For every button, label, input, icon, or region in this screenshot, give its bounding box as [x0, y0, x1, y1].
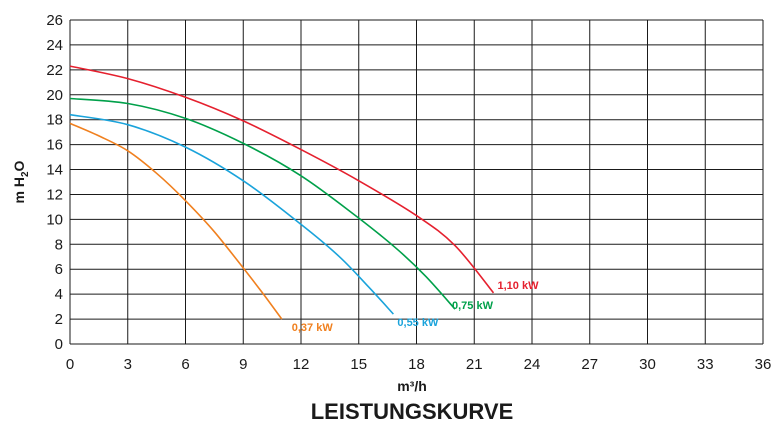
- x-tick-label: 15: [350, 356, 367, 373]
- y-axis-title-subscript: 2: [20, 171, 31, 177]
- series-line-4: [69, 122, 283, 320]
- x-tick-label: 30: [639, 356, 656, 373]
- y-tick-label: 4: [55, 286, 63, 303]
- x-tick-label: 9: [239, 356, 247, 373]
- series-label-3: 0,55 kW: [397, 317, 439, 329]
- series-label-2: 0,75 kW: [452, 300, 494, 312]
- y-axis-title: m H2O: [11, 160, 31, 203]
- y-tick-label: 18: [46, 112, 63, 129]
- x-tick-label: 0: [66, 356, 74, 373]
- x-tick-label: 12: [293, 356, 310, 373]
- x-tick-label: 33: [697, 356, 714, 373]
- tick-labels: 0 3 6 9 12 15 18 21 24 27 30 33 36024681012141618202…: [46, 12, 771, 373]
- series-line-3: [69, 113, 394, 315]
- x-tick-label: 24: [524, 356, 541, 373]
- x-tick-label: 36: [755, 356, 772, 373]
- x-tick-label: 3: [124, 356, 132, 373]
- series-line-1: [69, 65, 495, 294]
- x-tick-label: 27: [581, 356, 598, 373]
- y-tick-label: 22: [46, 62, 63, 79]
- y-tick-label: 26: [46, 12, 63, 29]
- series-label-1: 1,10 kW: [498, 280, 540, 292]
- x-tick-label: 6: [181, 356, 189, 373]
- y-tick-label: 0: [55, 336, 63, 353]
- chart-title: LEISTUNGSKURVE: [311, 399, 514, 424]
- x-axis-title: m³/h: [397, 378, 427, 394]
- y-tick-label: 6: [55, 261, 63, 278]
- series-line-2: [69, 97, 456, 310]
- series-label-4: 0,37 kW: [292, 322, 334, 334]
- y-tick-label: 16: [46, 137, 63, 154]
- x-tick-label: 21: [466, 356, 483, 373]
- y-axis-title-tail: O: [11, 160, 27, 171]
- y-tick-label: 14: [46, 162, 63, 179]
- y-tick-label: 8: [55, 236, 63, 253]
- y-tick-label: 20: [46, 87, 63, 104]
- y-axis-title-main: m H: [11, 177, 27, 203]
- x-tick-label: 18: [408, 356, 425, 373]
- y-tick-label: 12: [46, 186, 63, 203]
- y-tick-label: 2: [55, 311, 63, 328]
- series-lines: [69, 65, 495, 320]
- grid: [69, 19, 764, 345]
- y-tick-label: 24: [46, 37, 63, 54]
- series-labels: 1,10 kW 0,75 kW 0,55 kW 0,37 kW: [292, 280, 539, 334]
- y-tick-label: 10: [46, 211, 63, 228]
